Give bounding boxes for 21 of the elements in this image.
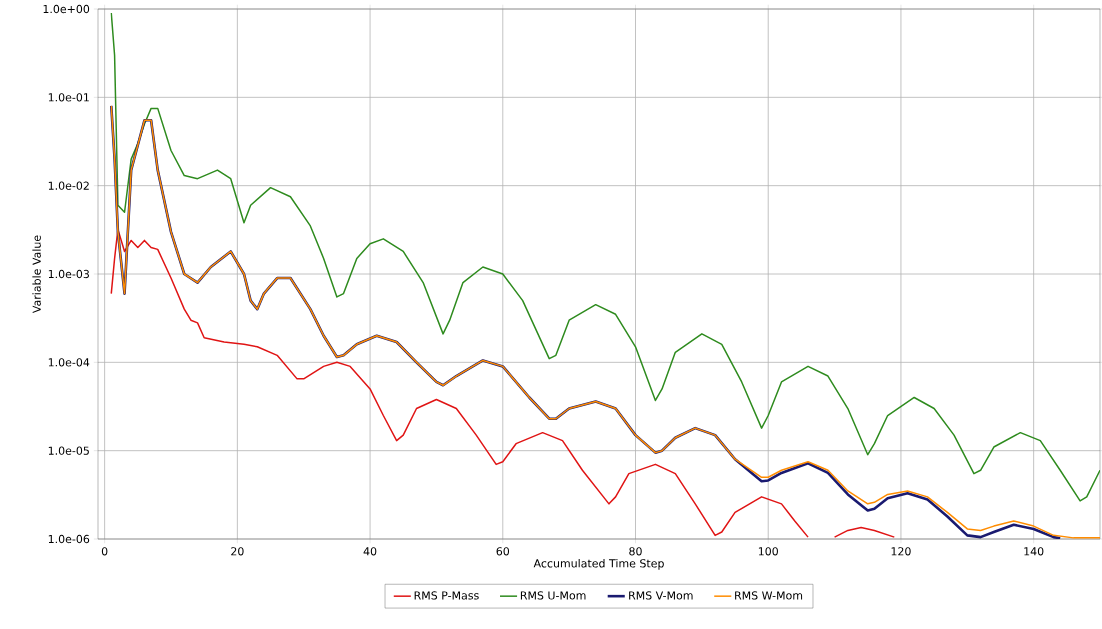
x-tick-label: 20 <box>231 547 244 556</box>
x-tick-label: 60 <box>496 547 510 556</box>
x-axis-title: Accumulated Time Step <box>533 558 664 570</box>
x-tick-label: 40 <box>363 547 377 556</box>
x-tick-label: 0 <box>101 547 108 556</box>
y-tick-label: 1.0e-04 <box>48 358 90 367</box>
x-tick-label: 120 <box>891 547 911 556</box>
legend-label: RMS V-Mom <box>629 591 693 600</box>
y-tick-label: 1.0e-02 <box>48 181 89 190</box>
x-tick-label: 100 <box>758 547 778 556</box>
y-tick-label: 1.0e-01 <box>48 93 89 102</box>
legend-label: RMS W-Mom <box>735 591 803 600</box>
y-tick-label: 1.0e+00 <box>43 4 90 14</box>
x-tick-label: 140 <box>1024 547 1044 556</box>
y-tick-label: 1.0e-05 <box>48 446 89 455</box>
legend-label: RMS P-Mass <box>414 591 479 600</box>
legend-label: RMS U-Mom <box>520 591 586 600</box>
y-tick-label: 1.0e-03 <box>48 269 89 279</box>
y-axis-title: Variable Value <box>32 235 41 314</box>
y-tick-label: 1.0e-06 <box>48 534 90 544</box>
x-tick-label: 80 <box>629 547 642 556</box>
